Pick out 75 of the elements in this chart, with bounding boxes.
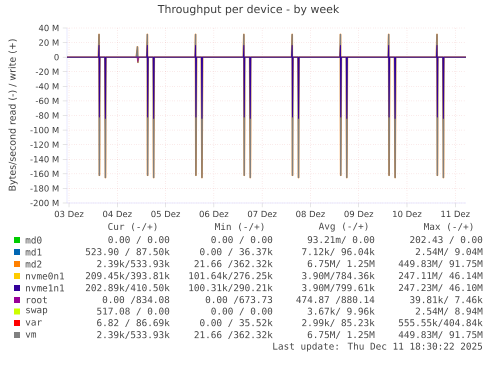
y-tick-label: -180 M bbox=[30, 185, 58, 192]
x-tick-label: 06 Dez bbox=[200, 210, 228, 218]
legend-label: md2 bbox=[26, 260, 42, 268]
text: Cur (-/+) bbox=[108, 222, 156, 232]
text: 2.99k/ 85.23k bbox=[302, 319, 375, 327]
text: 0.00 / 35.52k bbox=[200, 319, 273, 327]
legend-label: nvme1n1 bbox=[26, 284, 64, 292]
text: 0.00 / 36.37k bbox=[200, 248, 273, 256]
text: 2.39k/533.93k bbox=[97, 260, 170, 268]
y-tick-label: -20 M bbox=[36, 68, 58, 75]
text: 101.64k/276.25k bbox=[189, 272, 273, 280]
y-tick-label: -40 M bbox=[36, 83, 58, 90]
text: 3.67k/ 9.96k bbox=[308, 308, 375, 316]
text: 3.90M/784.36k bbox=[302, 272, 375, 280]
y-tick-label: -80 M bbox=[36, 112, 58, 119]
legend-label: var bbox=[26, 320, 42, 326]
text: 202.89k/410.50k bbox=[86, 284, 170, 292]
text: 39.81k/ 7.46k bbox=[410, 296, 483, 304]
text: 202.43 / 0.00 bbox=[410, 236, 482, 244]
text: 2.54M/ 8.94M bbox=[416, 308, 482, 316]
text: 6.75M/ 1.25M bbox=[308, 331, 374, 339]
y-tick-label: -140 M bbox=[30, 156, 58, 162]
legend-label: md1 bbox=[26, 248, 42, 256]
text: 21.66 /362.32k bbox=[194, 260, 273, 268]
text: 7.12k/ 96.04k bbox=[302, 248, 375, 256]
y-tick-label: -200 M bbox=[30, 200, 58, 206]
text: 21.66 /362.32k bbox=[194, 331, 273, 339]
text: 93.21m/ 0.00 bbox=[308, 236, 374, 244]
legend-label: md0 bbox=[26, 236, 42, 244]
text: 555.55k/404.84k bbox=[398, 319, 483, 327]
y-tick-label: -100 M bbox=[30, 126, 58, 134]
text: 517.08 / 0.00 bbox=[97, 308, 170, 316]
text: Avg (-/+) bbox=[318, 222, 368, 232]
text: 0.00 /673.73 bbox=[206, 296, 272, 304]
x-tick-label: 11 Dez bbox=[441, 210, 470, 218]
y-tick-label: -120 M bbox=[30, 141, 58, 148]
x-tick-label: 04 Dez bbox=[103, 210, 132, 218]
text: 2.39k/533.93k bbox=[97, 331, 170, 339]
text: 3.90M/799.61k bbox=[302, 284, 375, 292]
x-tick-label: 03 Dez bbox=[54, 210, 84, 218]
x-tick-label: 07 Dez bbox=[248, 210, 277, 218]
legend-label: nvme0n1 bbox=[26, 272, 64, 280]
text: 0.00 /834.08 bbox=[102, 296, 170, 304]
chart-title: Throughput per device - by week bbox=[158, 4, 340, 16]
text: 6.75M/ 1.25M bbox=[308, 260, 374, 268]
y-axis-title: Bytes/second read (-) / write (+) bbox=[8, 39, 18, 191]
text: 247.11M/ 46.14M bbox=[398, 272, 482, 280]
text: 209.45k/393.81k bbox=[86, 272, 170, 280]
text: 247.23M/ 46.10M bbox=[398, 284, 482, 292]
text: Min (-/+) bbox=[215, 222, 264, 232]
y-tick-label: 20 M bbox=[39, 39, 58, 46]
text: Last update: Thu Dec 11 18:30:22 2025 bbox=[273, 342, 482, 352]
text: 6.82 / 86.69k bbox=[97, 319, 170, 327]
x-tick-label: 09 Dez bbox=[344, 210, 374, 218]
text: 0.00 / 0.00 bbox=[211, 236, 272, 244]
text: 449.83M/ 91.75M bbox=[398, 260, 482, 268]
text: 523.90 / 87.50k bbox=[86, 248, 170, 256]
y-tick-label: 0 bbox=[54, 54, 59, 60]
text: 449.83M/ 91.75M bbox=[398, 331, 482, 339]
text: 100.31k/290.21k bbox=[189, 284, 273, 292]
x-tick-label: 10 Dez bbox=[393, 210, 422, 218]
line-series bbox=[67, 34, 466, 178]
text: Max (-/+) bbox=[424, 222, 472, 232]
x-tick-label: 05 Dez bbox=[151, 210, 180, 218]
legend-label: swap bbox=[26, 308, 48, 316]
y-tick-label: 40 M bbox=[38, 24, 58, 32]
legend-label: vm bbox=[26, 332, 36, 338]
text: 0.00 / 0.00 bbox=[108, 236, 170, 244]
legend-label: root bbox=[26, 296, 47, 304]
x-tick-label: 08 Dez bbox=[296, 210, 325, 218]
y-tick-label: -160 M bbox=[30, 170, 58, 178]
y-tick-label: -60 M bbox=[36, 98, 58, 104]
text: 2.54M/ 9.04M bbox=[416, 248, 482, 256]
text: 0.00 / 0.00 bbox=[211, 308, 272, 316]
text: 474.87 /880.14 bbox=[296, 296, 374, 304]
